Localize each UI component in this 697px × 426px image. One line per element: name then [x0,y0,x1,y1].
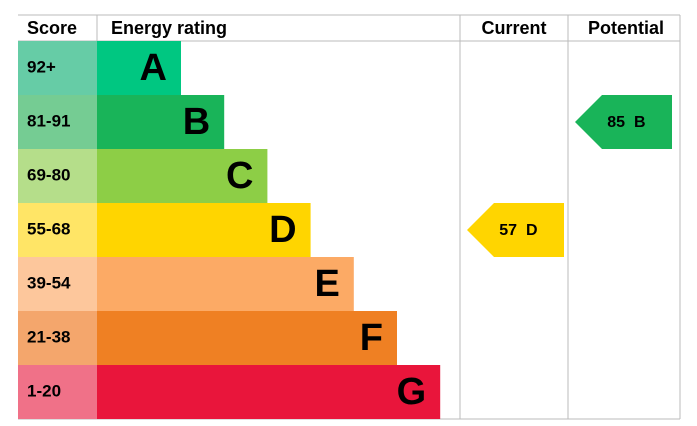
band-bar [97,41,181,95]
score-label: 81-91 [27,111,70,130]
potential-arrow [575,95,672,149]
band-letter: C [226,155,253,197]
header-score: Score [27,18,77,38]
score-label: 69-80 [27,165,70,184]
band-letter: B [183,101,210,143]
score-cell [18,95,97,149]
current-letter: D [526,222,538,239]
score-label: 55-68 [27,219,70,238]
header-potential: Potential [588,18,664,38]
score-cell [18,149,97,203]
current-arrow [467,203,564,257]
band-bar [97,365,441,419]
band-letter: A [140,47,167,89]
score-cell [18,257,97,311]
potential-value: 85 [607,114,625,131]
header-energy-rating: Energy rating [111,18,227,38]
band-bar [97,311,397,365]
band-letter: G [397,371,427,413]
current-value: 57 [499,222,517,239]
score-label: 92+ [27,57,56,76]
potential-letter: B [634,114,646,131]
band-bar [97,149,268,203]
score-label: 21-38 [27,327,70,346]
header-current: Current [481,18,546,38]
score-label: 1-20 [27,381,61,400]
score-cell [18,41,97,95]
band-letter: D [269,209,296,251]
score-label: 39-54 [27,273,71,292]
band-letter: F [360,317,383,359]
score-cell [18,365,97,419]
score-cell [18,311,97,365]
band-bar [97,203,311,257]
score-cell [18,203,97,257]
band-letter: E [314,263,339,305]
band-bar [97,257,354,311]
band-bar [97,95,225,149]
